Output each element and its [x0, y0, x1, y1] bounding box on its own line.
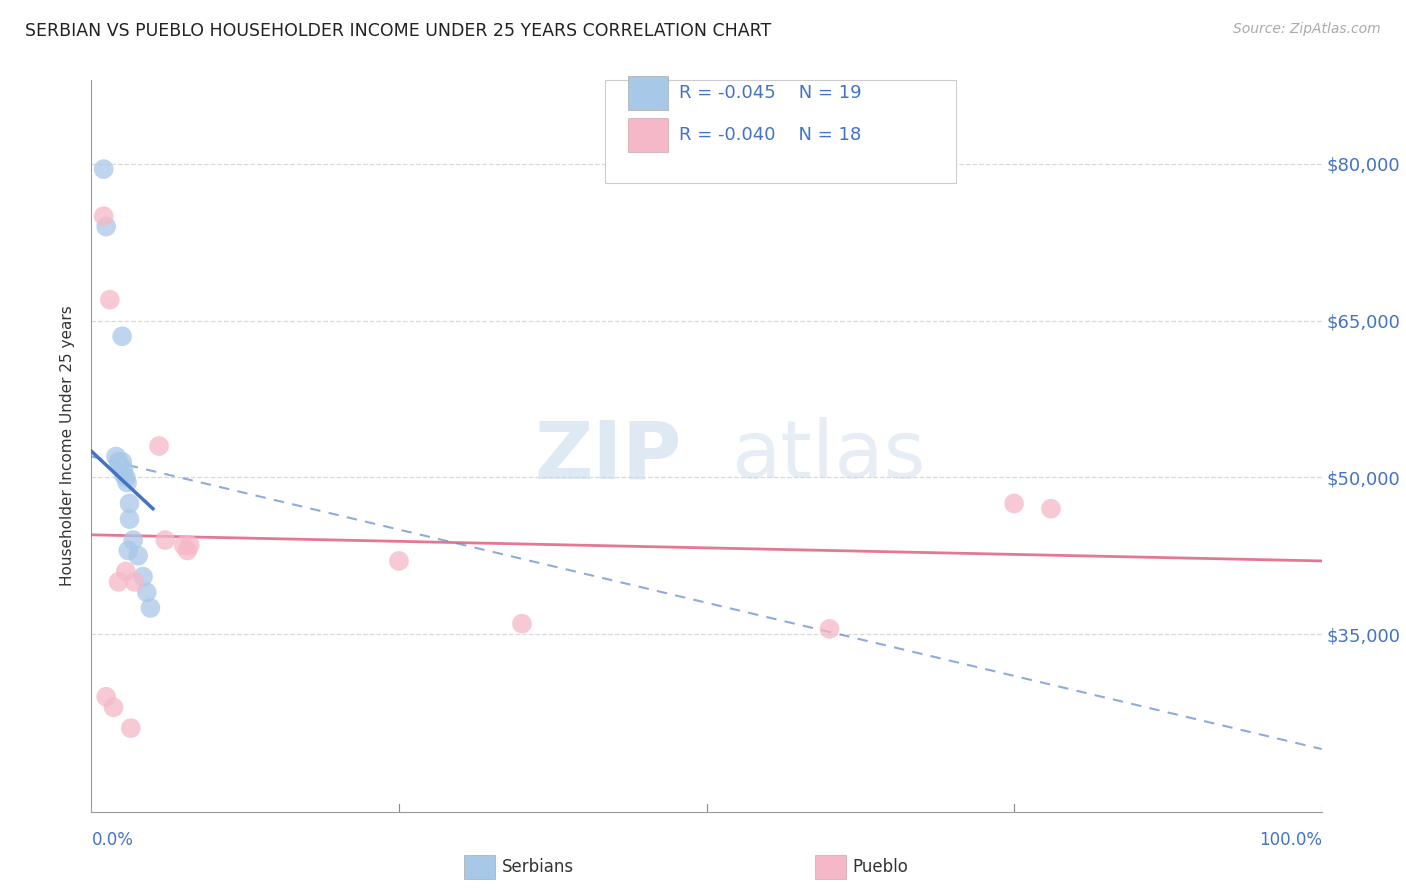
- Point: [111, 455, 134, 469]
- Text: Source: ZipAtlas.com: Source: ZipAtlas.com: [1233, 22, 1381, 37]
- Point: [115, 475, 138, 490]
- Text: ZIP: ZIP: [534, 417, 682, 495]
- Point: [112, 462, 135, 476]
- Text: SERBIAN VS PUEBLO HOUSEHOLDER INCOME UNDER 25 YEARS CORRELATION CHART: SERBIAN VS PUEBLO HOUSEHOLDER INCOME UND…: [25, 22, 772, 40]
- Point: [118, 496, 141, 510]
- Point: [96, 219, 117, 234]
- Point: [114, 565, 138, 579]
- Point: [93, 209, 115, 223]
- Point: [122, 533, 145, 547]
- Text: R = -0.045    N = 19: R = -0.045 N = 19: [679, 84, 862, 102]
- Point: [112, 467, 135, 482]
- Point: [105, 450, 127, 464]
- Point: [107, 574, 129, 589]
- Point: [818, 622, 841, 636]
- Point: [1039, 501, 1063, 516]
- Point: [127, 549, 149, 563]
- Text: Pueblo: Pueblo: [852, 858, 908, 876]
- Point: [111, 329, 134, 343]
- Point: [118, 512, 141, 526]
- Point: [124, 574, 146, 589]
- Point: [117, 543, 139, 558]
- Point: [148, 439, 170, 453]
- Point: [98, 293, 121, 307]
- Y-axis label: Householder Income Under 25 years: Householder Income Under 25 years: [60, 306, 76, 586]
- Point: [1002, 496, 1025, 510]
- Point: [93, 162, 115, 177]
- Point: [96, 690, 117, 704]
- Point: [139, 601, 162, 615]
- Point: [173, 538, 195, 552]
- Point: [179, 538, 201, 552]
- Point: [388, 554, 411, 568]
- Point: [120, 721, 142, 735]
- Text: R = -0.040    N = 18: R = -0.040 N = 18: [679, 126, 862, 144]
- Point: [135, 585, 157, 599]
- Text: 100.0%: 100.0%: [1258, 831, 1322, 849]
- Point: [103, 700, 125, 714]
- Text: 0.0%: 0.0%: [91, 831, 134, 849]
- Point: [107, 455, 129, 469]
- Point: [176, 543, 198, 558]
- Text: atlas: atlas: [731, 417, 925, 495]
- Point: [132, 569, 155, 583]
- Text: Serbians: Serbians: [502, 858, 574, 876]
- Point: [108, 459, 131, 474]
- Point: [153, 533, 177, 547]
- Point: [510, 616, 533, 631]
- Point: [114, 470, 138, 484]
